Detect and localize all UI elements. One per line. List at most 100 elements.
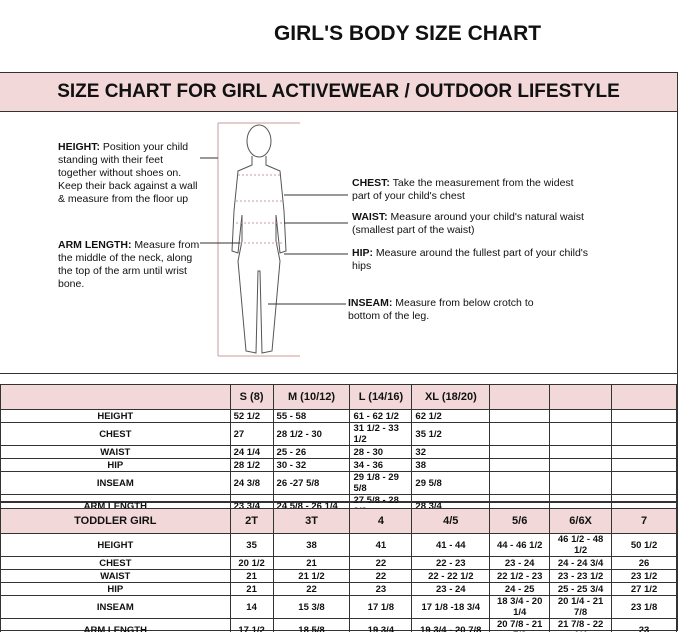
table-row: ARM LENGTH 17 1/2 18 5/8 19 3/4 19 3/4 - 20 … (0, 618, 677, 632)
table-cell: 22 (349, 569, 413, 583)
table-cell: 41 - 44 (411, 533, 491, 557)
table-cell: 23 - 24 (411, 582, 491, 596)
table-cell (489, 409, 551, 423)
girl-size-table: S (8) M (10/12) L (14/16) XL (18/20) HEIGHT 5… (0, 384, 677, 518)
row-label: ARM LENGTH (0, 618, 231, 632)
table-cell (489, 458, 551, 472)
table-cell: 50 1/2 (611, 533, 677, 557)
table-row: HEIGHT 35 38 41 41 - 44 44 - 46 1/2 46 1/2 - 4… (0, 533, 677, 557)
column-header: S (8) (229, 384, 274, 410)
table-cell: 22 - 22 1/2 (411, 569, 491, 583)
row-label: HIP (0, 582, 231, 596)
subtitle-band: SIZE CHART FOR GIRL ACTIVEWEAR / OUTDOOR… (0, 72, 678, 112)
table-cell: 35 (229, 533, 274, 557)
page-title: GIRL'S BODY SIZE CHART (273, 22, 542, 45)
column-header (611, 384, 677, 410)
table-cell (489, 471, 551, 495)
table-cell: 22 - 23 (411, 556, 491, 570)
table-cell: 25 - 26 (272, 445, 351, 459)
table-cell: 21 7/8 - 22 1/4 (549, 618, 613, 632)
table-cell: 38 (411, 458, 491, 472)
table-cell: 25 - 25 3/4 (549, 582, 613, 596)
column-header: 6/6X (549, 508, 613, 534)
column-header: TODDLER GIRL (0, 508, 231, 534)
table-cell (549, 471, 613, 495)
table-cell: 17 1/8 -18 3/4 (411, 595, 491, 619)
table-cell: 32 (411, 445, 491, 459)
chest-note: CHEST: Take the measurement from the wid… (352, 177, 574, 202)
column-header (489, 384, 551, 410)
row-label: INSEAM (0, 471, 231, 495)
table-cell: 23 (611, 618, 677, 632)
table-row: CHEST 20 1/2 21 22 22 - 23 23 - 24 24 - 24 3/4… (0, 556, 677, 570)
table-cell (549, 445, 613, 459)
table-cell: 21 1/2 (272, 569, 351, 583)
header-row: S (8) M (10/12) L (14/16) XL (18/20) (0, 384, 677, 410)
table-cell: 22 (349, 556, 413, 570)
column-header: L (14/16) (349, 384, 413, 410)
table-row: CHEST 27 28 1/2 - 30 31 1/2 - 33 1/2 35 1/2 (0, 422, 677, 446)
table-cell: 28 - 30 (349, 445, 413, 459)
row-label: CHEST (0, 556, 231, 570)
column-header: 7 (611, 508, 677, 534)
table-cell: 27 1/2 (611, 582, 677, 596)
table-cell: 55 - 58 (272, 409, 351, 423)
measurement-diagram: HEIGHT: Position your child standing wit… (0, 111, 678, 373)
table-cell: 23 (349, 582, 413, 596)
table-cell: 21 (229, 582, 274, 596)
table-cell (611, 422, 677, 446)
row-label: CHEST (0, 422, 231, 446)
table-cell: 61 - 62 1/2 (349, 409, 413, 423)
header-row: TODDLER GIRL 2T 3T 4 4/5 5/6 6/6X 7 (0, 508, 677, 534)
table-row: WAIST 24 1/4 25 - 26 28 - 30 32 (0, 445, 677, 459)
table-cell: 15 3/8 (272, 595, 351, 619)
table-cell: 20 1/2 (229, 556, 274, 570)
table-cell: 28 1/2 (229, 458, 274, 472)
waist-note: WAIST: Measure around your child's natur… (352, 211, 584, 236)
table-cell: 27 (229, 422, 274, 446)
table-cell: 35 1/2 (411, 422, 491, 446)
inseam-note: INSEAM: Measure from below crotch to bot… (348, 297, 534, 322)
arm-length-note: ARM LENGTH: Measure from the middle of t… (58, 239, 200, 290)
table-cell: 46 1/2 - 48 1/2 (549, 533, 613, 557)
table-cell (549, 422, 613, 446)
table-cell: 44 - 46 1/2 (489, 533, 551, 557)
row-label: WAIST (0, 569, 231, 583)
table-cell: 19 3/4 - 20 7/8 (411, 618, 491, 632)
table-cell (611, 409, 677, 423)
column-header: 4/5 (411, 508, 491, 534)
column-header: 4 (349, 508, 413, 534)
table-cell: 20 7/8 - 21 7/8 (489, 618, 551, 632)
table-cell: 26 -27 5/8 (272, 471, 351, 495)
column-header: XL (18/20) (411, 384, 491, 410)
row-label: HIP (0, 458, 231, 472)
table-cell: 24 3/8 (229, 471, 274, 495)
table-cell: 41 (349, 533, 413, 557)
hip-note: HIP: Measure around the fullest part of … (352, 247, 589, 272)
table-cell: 24 1/4 (229, 445, 274, 459)
column-header: 3T (272, 508, 351, 534)
column-header: 5/6 (489, 508, 551, 534)
table-cell: 23 1/8 (611, 595, 677, 619)
table-cell: 29 5/8 (411, 471, 491, 495)
table-row: INSEAM 14 15 3/8 17 1/8 17 1/8 -18 3/4 18 3/4… (0, 595, 677, 619)
table-cell: 29 1/8 - 29 5/8 (349, 471, 413, 495)
table-cell: 18 5/8 (272, 618, 351, 632)
toddler-size-table: TODDLER GIRL 2T 3T 4 4/5 5/6 6/6X 7 HEIGHT 35 38 41… (0, 508, 677, 632)
table-cell (489, 422, 551, 446)
child-figure-illustration (200, 122, 348, 357)
column-header (549, 384, 613, 410)
table-cell: 23 - 24 (489, 556, 551, 570)
table-cell: 34 - 36 (349, 458, 413, 472)
column-header: M (10/12) (272, 384, 351, 410)
table-cell: 21 (229, 569, 274, 583)
table-cell: 38 (272, 533, 351, 557)
table-cell: 18 3/4 - 20 1/4 (489, 595, 551, 619)
table-cell: 17 1/2 (229, 618, 274, 632)
table-row: WAIST 21 21 1/2 22 22 - 22 1/2 22 1/2 - 23 23 … (0, 569, 677, 583)
table-row: HIP 28 1/2 30 - 32 34 - 36 38 (0, 458, 677, 472)
table-cell (549, 458, 613, 472)
table-cell: 23 1/2 (611, 569, 677, 583)
height-note: HEIGHT: Position your child standing wit… (58, 141, 198, 205)
